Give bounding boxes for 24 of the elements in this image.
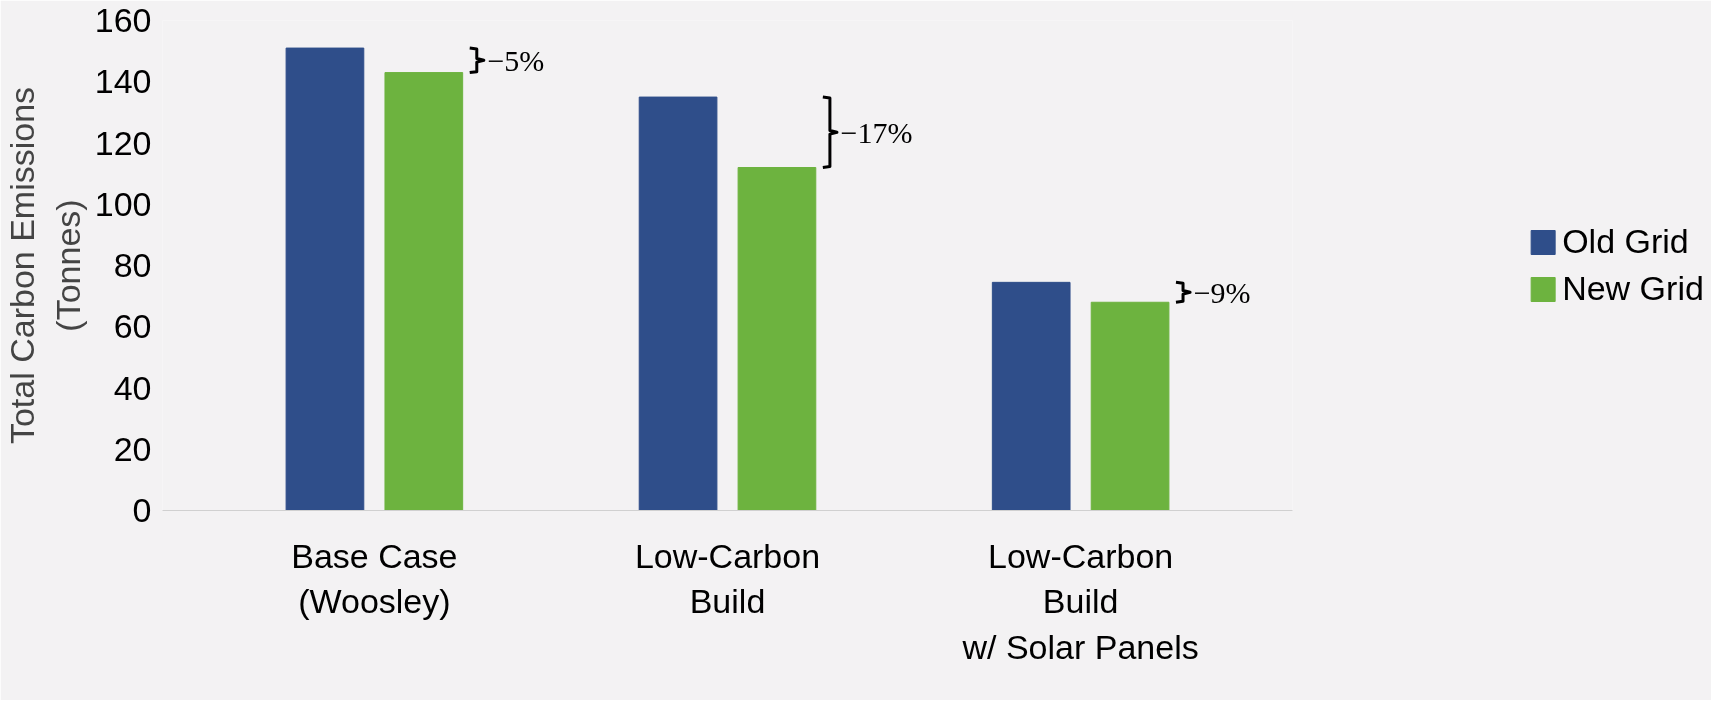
legend-label: Old Grid [1562, 222, 1689, 261]
bar [285, 47, 365, 511]
legend-label: New Grid [1562, 269, 1704, 308]
y-tick-label: 160 [94, 1, 152, 39]
bar [1090, 301, 1170, 511]
bar [737, 167, 817, 511]
y-tick-label: 100 [94, 184, 152, 223]
bar [384, 72, 464, 511]
y-tick-label: 140 [94, 62, 152, 101]
y-tick-label: 80 [113, 246, 152, 284]
bar [991, 281, 1071, 511]
x-tick-label: Base Case (Woosley) [291, 536, 458, 621]
y-tick-label: 40 [113, 368, 152, 407]
bar [638, 96, 718, 511]
annotation: −17% [840, 115, 913, 149]
y-tick-label: 60 [113, 307, 152, 346]
y-tick-label: 20 [113, 429, 152, 468]
y-axis-title: Total Carbon Emissions (Tonnes) [3, 86, 87, 445]
annotation: −5% [487, 43, 545, 77]
x-tick-label: Low-Carbon Build w/ Solar Panels [961, 536, 1199, 666]
y-tick-label: 0 [132, 491, 152, 529]
annotation: −9% [1193, 275, 1251, 309]
x-tick-label: Low-Carbon Build [634, 536, 821, 621]
y-tick-label: 120 [94, 123, 152, 162]
